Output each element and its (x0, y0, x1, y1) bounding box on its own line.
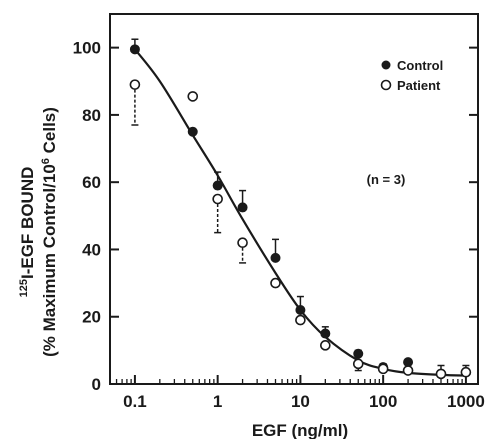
axis-ticks: 0.1 1 10 100 1000 0 20 40 60 80 100 (73, 39, 485, 411)
patient-point (460, 366, 472, 378)
y-axis-title-sup: 125 (18, 279, 30, 297)
y-tick-label: 80 (82, 106, 101, 125)
control-point (320, 328, 331, 339)
patient-point (129, 79, 141, 90)
fit-curve-layer (134, 48, 466, 377)
sample-size-annotation: (n = 3) (367, 172, 406, 187)
svg-text:125I-EGF BOUND: 125I-EGF BOUND (18, 167, 37, 298)
y-axis-title-main: I-EGF BOUND (18, 167, 37, 279)
legend-control-label: Control (397, 58, 443, 73)
x-axis-title: EGF (ng/ml) (252, 421, 348, 439)
fit-curve (134, 48, 466, 377)
legend: Control Patient (380, 58, 443, 93)
y-tick-label: 60 (82, 173, 101, 192)
control-point (295, 305, 306, 315)
legend-control-marker (381, 60, 391, 70)
plot-frame (109, 13, 479, 385)
x-tick-label: 0.1 (123, 392, 147, 411)
patient-point (212, 193, 223, 205)
y-tick-label: 0 (92, 375, 101, 394)
patient-point (295, 314, 306, 326)
patient-point (435, 368, 447, 380)
control-point (212, 180, 223, 191)
legend-patient-label: Patient (397, 78, 441, 93)
control-point (129, 44, 140, 55)
y-axis-title-line2: (% Maximum Control/106 Cells) (40, 107, 59, 357)
y-axis-title-part-a: (% Maximum Control/10 (40, 164, 59, 357)
patient-point (320, 340, 331, 351)
legend-patient-marker (380, 79, 392, 91)
svg-text:(% Maximum Control/106 Cells): (% Maximum Control/106 Cells) (40, 107, 59, 357)
x-tick-label: 10 (291, 392, 310, 411)
patient-point (352, 358, 364, 370)
y-tick-label: 20 (82, 308, 101, 327)
patient-point (237, 237, 248, 249)
patient-point (270, 277, 281, 289)
control-point (187, 126, 198, 137)
control-point (270, 252, 281, 263)
control-point (353, 348, 364, 359)
patient-point (187, 91, 199, 102)
y-axis-title-part-b: Cells) (40, 107, 59, 158)
control-point (237, 202, 248, 213)
y-axis-title-sup2: 6 (40, 158, 52, 164)
x-tick-label: 1 (213, 392, 222, 411)
y-tick-label: 100 (73, 39, 101, 58)
patient-point (402, 365, 414, 376)
x-tick-label: 100 (369, 392, 397, 411)
y-axis-title-line1: 125I-EGF BOUND (18, 167, 37, 298)
data-markers (129, 44, 472, 380)
patient-point (377, 363, 389, 375)
y-tick-label: 40 (82, 240, 101, 259)
x-tick-label: 1000 (447, 392, 485, 411)
